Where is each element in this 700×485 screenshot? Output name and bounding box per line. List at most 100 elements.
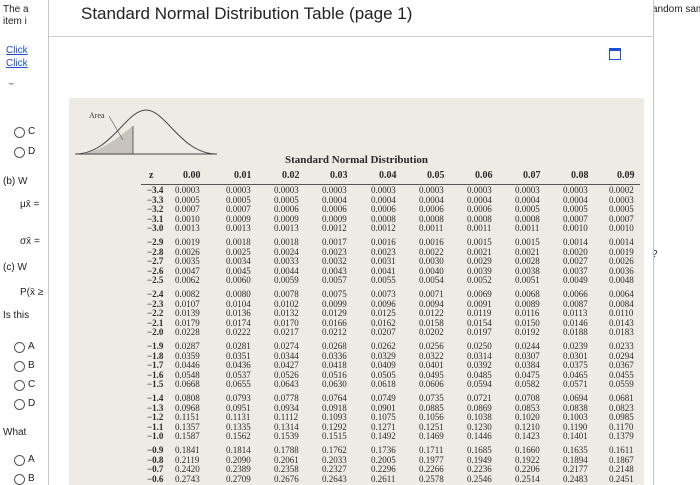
table-cell: 0.0004 bbox=[419, 194, 444, 205]
table-cell: 0.0537 bbox=[226, 369, 251, 380]
table-cell: 0.0409 bbox=[371, 360, 396, 370]
table-cell: 0.0006 bbox=[371, 204, 396, 214]
z-value-cell: −3.1 bbox=[147, 213, 164, 224]
value-column-2: 0.0274 0.0344 0.0427 0.0526 0.0643 bbox=[274, 341, 299, 390]
click-link-1[interactable]: Click bbox=[6, 45, 28, 56]
table-cell: 0.0015 bbox=[515, 237, 540, 247]
table-cell: 0.0004 bbox=[371, 194, 396, 205]
table-cell: 0.0314 bbox=[467, 350, 492, 361]
value-column-7: 0.0003 0.0004 0.0005 0.0008 0.0011 bbox=[515, 185, 540, 234]
radio-option-d-top[interactable] bbox=[14, 147, 25, 158]
value-column-7: 0.0244 0.0307 0.0384 0.0475 0.0582 bbox=[515, 341, 540, 390]
table-cell: 0.0003 bbox=[322, 185, 347, 195]
table-cell: 0.0003 bbox=[563, 185, 588, 195]
table-cell: 0.0427 bbox=[274, 360, 299, 370]
table-cell: 0.1075 bbox=[371, 412, 396, 422]
value-column-2: 0.0003 0.0005 0.0006 0.0009 0.0013 bbox=[274, 185, 299, 234]
table-modal: Standard Normal Distribution Table (page… bbox=[48, 0, 654, 485]
table-cell: 0.0073 bbox=[371, 289, 396, 299]
table-cell: 0.0202 bbox=[419, 327, 444, 337]
radio-option-b-bottom[interactable] bbox=[14, 474, 25, 485]
z-value-cell: −2.2 bbox=[147, 308, 164, 318]
table-cell: 0.2119 bbox=[175, 454, 200, 465]
value-column-5: 0.0016 0.0022 0.0030 0.0040 0.0054 bbox=[419, 237, 444, 286]
table-cell: 0.0045 bbox=[226, 265, 251, 276]
z-value-cell: −1.3 bbox=[147, 402, 164, 413]
table-cell: 0.1660 bbox=[515, 445, 540, 455]
normal-curve-icon: Area bbox=[74, 109, 218, 155]
table-cell: 0.1379 bbox=[609, 431, 634, 441]
z-value-cell: −2.3 bbox=[147, 298, 164, 309]
table-cell: 0.0003 bbox=[371, 185, 396, 195]
table-cell: 0.0015 bbox=[467, 237, 492, 247]
table-cell: 0.1894 bbox=[563, 454, 588, 465]
table-cell: 0.1271 bbox=[371, 421, 396, 432]
table-cell: 0.0526 bbox=[274, 369, 299, 380]
table-cell: 0.0869 bbox=[467, 402, 492, 413]
table-cell: 0.0003 bbox=[274, 185, 299, 195]
table-cell: 0.0559 bbox=[609, 379, 634, 389]
value-column-3: 0.0075 0.0099 0.0129 0.0166 0.0212 bbox=[322, 289, 347, 338]
table-cell: 0.0008 bbox=[515, 213, 540, 224]
table-cell: 0.0069 bbox=[467, 289, 492, 299]
table-cell: 0.0002 bbox=[609, 185, 634, 195]
radio-option-c-mid[interactable] bbox=[14, 380, 25, 391]
table-cell: 0.1357 bbox=[175, 421, 200, 432]
question-header-text: The a bbox=[3, 4, 29, 15]
table-cell: 0.0749 bbox=[371, 393, 396, 403]
table-cell: 0.0113 bbox=[563, 308, 588, 318]
table-cell: 0.0183 bbox=[609, 327, 634, 337]
value-column-6: 0.0250 0.0314 0.0392 0.0485 0.0594 bbox=[467, 341, 492, 390]
value-column-1: 0.0018 0.0025 0.0034 0.0045 0.0060 bbox=[226, 237, 251, 286]
table-cell: 0.0392 bbox=[467, 360, 492, 370]
table-cell: 0.0139 bbox=[175, 308, 200, 318]
table-cell: 0.0778 bbox=[274, 393, 299, 403]
table-cell: 0.0018 bbox=[274, 237, 299, 247]
window-maximize-icon[interactable] bbox=[609, 48, 621, 60]
value-column-1: 0.0281 0.0351 0.0436 0.0537 0.0655 bbox=[226, 341, 251, 390]
value-column-0: 0.0082 0.0107 0.0139 0.0179 0.0228 bbox=[175, 289, 200, 338]
table-cell: 0.0401 bbox=[419, 360, 444, 370]
value-column-3: 0.0003 0.0004 0.0006 0.0009 0.0012 bbox=[322, 185, 347, 234]
table-cell: 0.2483 bbox=[563, 473, 588, 484]
table-cell: 0.0359 bbox=[175, 350, 200, 361]
radio-option-b-mid-label: B bbox=[28, 360, 35, 371]
z-value-cell: −2.6 bbox=[147, 265, 164, 276]
value-column-5: 0.0071 0.0094 0.0122 0.0158 0.0202 bbox=[419, 289, 444, 338]
value-column-6: 0.1685 0.1949 0.2236 0.2546 bbox=[467, 445, 492, 484]
value-column-2: 0.1788 0.2061 0.2358 0.2676 bbox=[274, 445, 299, 484]
table-cell: 0.1112 bbox=[274, 412, 299, 422]
table-cell: 0.2514 bbox=[515, 473, 540, 484]
table-cell: 0.0594 bbox=[467, 379, 492, 389]
radio-option-a-bottom[interactable] bbox=[14, 455, 25, 466]
table-cell: 0.1841 bbox=[175, 445, 200, 455]
table-cell: 0.1190 bbox=[563, 421, 588, 432]
table-cell: 0.0009 bbox=[274, 213, 299, 224]
table-cell: 0.0049 bbox=[563, 275, 588, 285]
radio-option-d-mid[interactable] bbox=[14, 399, 25, 410]
table-cell: 0.2389 bbox=[226, 464, 251, 474]
value-column-6: 0.0015 0.0021 0.0029 0.0039 0.0052 bbox=[467, 237, 492, 286]
table-cell: 0.0336 bbox=[322, 350, 347, 361]
radio-option-b-mid[interactable] bbox=[14, 361, 25, 372]
table-cell: 0.0005 bbox=[226, 194, 251, 205]
value-column-5: 0.0256 0.0322 0.0401 0.0495 0.0606 bbox=[419, 341, 444, 390]
table-cell: 0.0009 bbox=[322, 213, 347, 224]
z-values: −1.4 −1.3 −1.2 −1.1 −1.0 bbox=[147, 393, 164, 442]
z-value-cell: −3.0 bbox=[147, 223, 164, 233]
value-column-4: 0.0073 0.0096 0.0125 0.0162 0.0207 bbox=[371, 289, 396, 338]
table-cell: 0.0003 bbox=[226, 185, 251, 195]
table-cell: 0.0007 bbox=[609, 213, 634, 224]
table-cell: 0.0019 bbox=[175, 237, 200, 247]
table-cell: 0.0694 bbox=[563, 393, 588, 403]
table-cell: 0.0024 bbox=[274, 246, 299, 257]
click-link-2[interactable]: Click bbox=[6, 58, 28, 69]
table-cell: 0.0301 bbox=[563, 350, 588, 361]
table-cell: 0.2743 bbox=[175, 473, 200, 484]
radio-option-c-top[interactable] bbox=[14, 127, 25, 138]
table-cell: 0.0026 bbox=[609, 256, 634, 266]
table-cell: 0.0005 bbox=[515, 204, 540, 214]
table-cell: 0.1977 bbox=[419, 454, 444, 465]
table-cell: 0.0294 bbox=[609, 350, 634, 361]
radio-option-a-mid[interactable] bbox=[14, 342, 25, 353]
